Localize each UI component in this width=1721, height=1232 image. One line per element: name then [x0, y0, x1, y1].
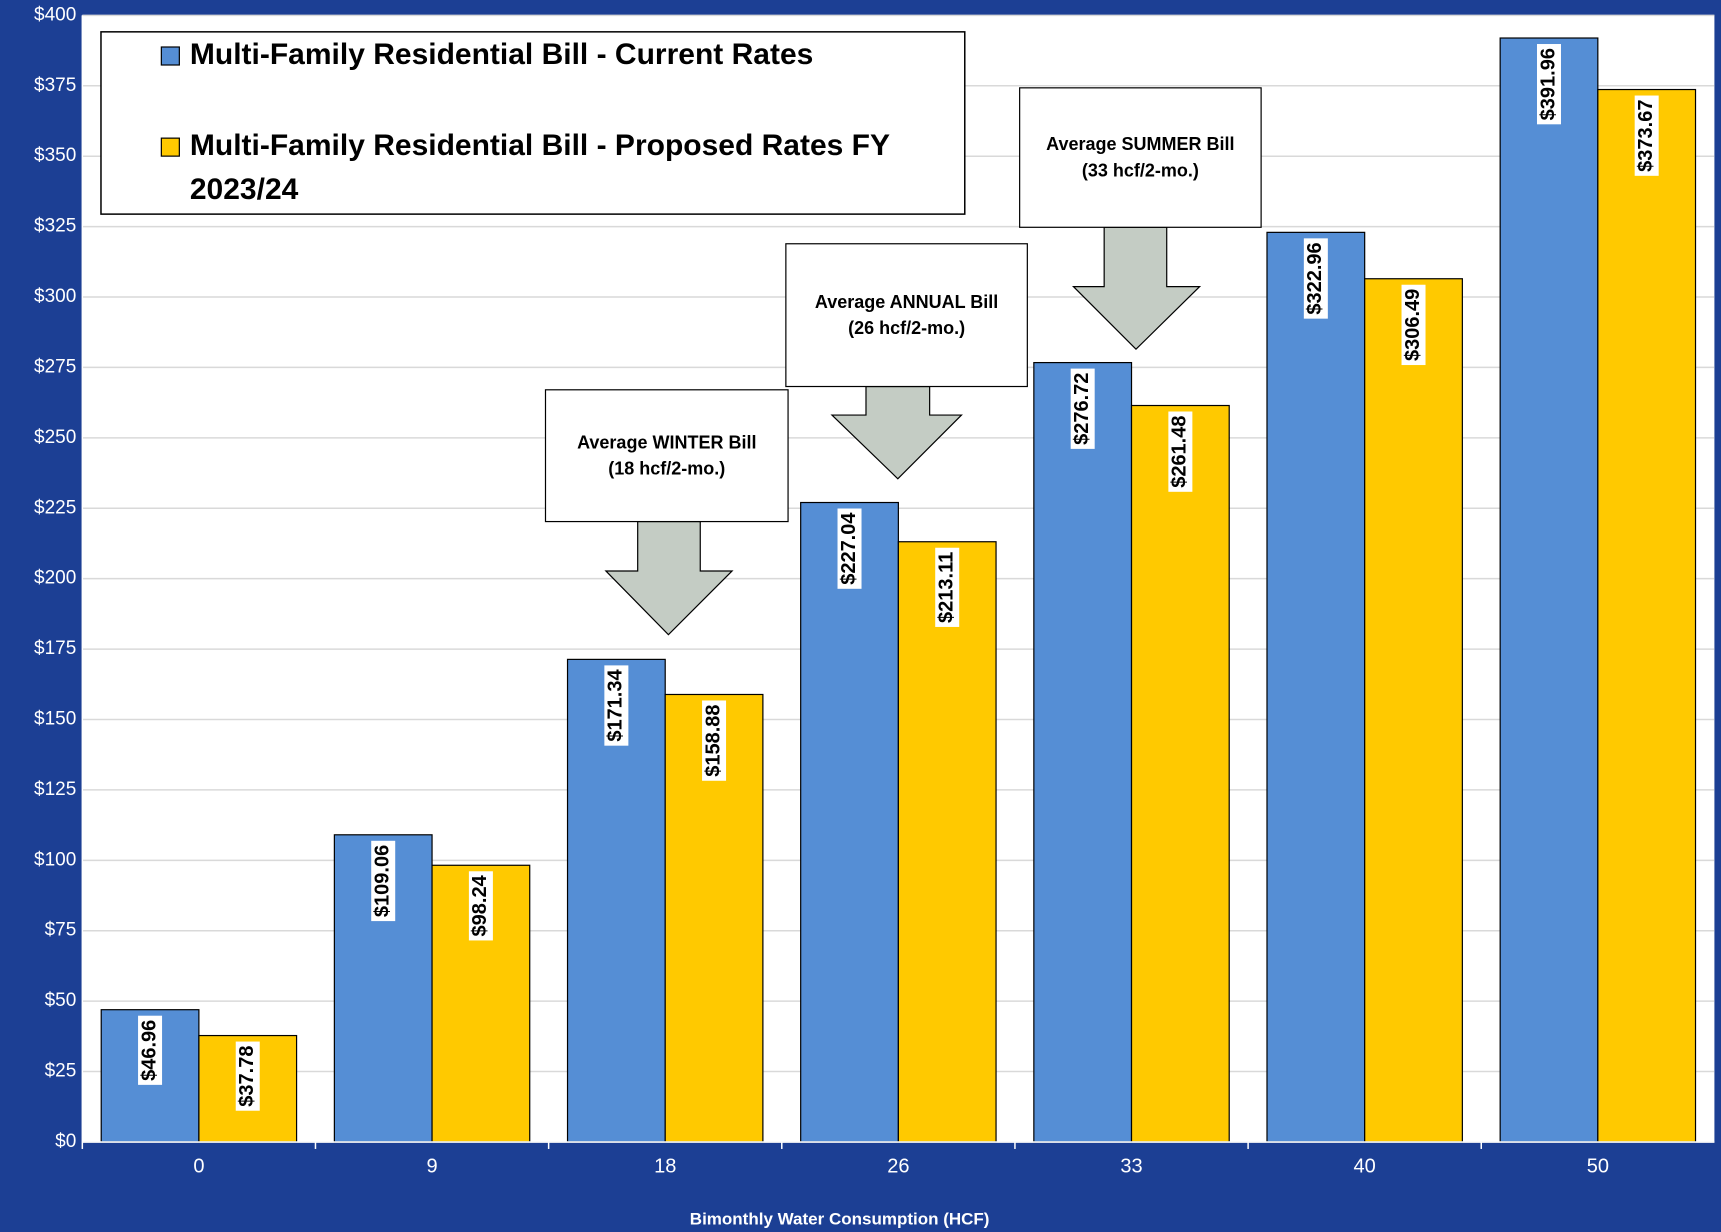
value-label-text: $227.04 — [838, 512, 860, 585]
x-tick-label: 50 — [1587, 1155, 1609, 1177]
y-tick-label: $400 — [34, 4, 76, 25]
value-label-text: $109.06 — [371, 845, 393, 917]
value-label-text: $37.78 — [236, 1046, 258, 1107]
y-tick-label: $0 — [55, 1131, 76, 1152]
value-label: $322.96 — [1303, 238, 1328, 319]
value-label: $109.06 — [371, 840, 396, 922]
value-label-box — [371, 840, 396, 922]
y-tick-label: $350 — [34, 145, 76, 166]
value-label: $46.96 — [138, 1015, 163, 1085]
y-tick-label: $325 — [34, 216, 76, 237]
y-tick-label: $75 — [45, 920, 77, 941]
value-label: $213.11 — [935, 547, 960, 627]
bar — [800, 501, 899, 1143]
y-tick-label: $200 — [34, 568, 76, 589]
y-tick-label: $275 — [34, 356, 76, 377]
legend-label: Multi-Family Residential Bill - Proposed… — [190, 129, 890, 206]
x-tick-label: 18 — [654, 1155, 676, 1177]
value-label-box — [837, 508, 862, 589]
callout-arrow — [604, 520, 734, 636]
y-tick-label: $125 — [34, 779, 76, 800]
legend-box — [100, 31, 966, 215]
value-label: $98.24 — [468, 871, 493, 941]
value-label-text: $276.72 — [1071, 373, 1093, 445]
x-axis-label: Bimonthly Water Consumption (HCF) — [690, 1209, 990, 1228]
bar — [1266, 231, 1366, 1143]
value-label-box — [235, 1041, 260, 1111]
y-tick-label: $175 — [34, 638, 76, 659]
y-tick-label: $25 — [45, 1061, 77, 1082]
y-tick-label: $150 — [34, 709, 76, 730]
value-label-text: $158.88 — [702, 704, 724, 776]
value-label-text: $306.49 — [1402, 289, 1424, 361]
value-label-box — [1070, 368, 1095, 449]
value-label-text: $171.34 — [605, 669, 627, 742]
value-label-box — [1168, 411, 1193, 492]
value-label: $261.48 — [1168, 411, 1193, 492]
callout-text: Average SUMMER Bill — [1046, 134, 1234, 154]
bar — [1033, 361, 1133, 1143]
value-label-box — [935, 547, 960, 627]
value-label: $37.78 — [235, 1041, 260, 1111]
y-tick-label: $375 — [34, 75, 76, 96]
callout-text: Average WINTER Bill — [577, 432, 756, 452]
value-label-box — [1303, 238, 1328, 319]
legend-swatch — [160, 46, 180, 66]
x-tick-label: 33 — [1120, 1155, 1142, 1177]
bar — [1130, 404, 1230, 1143]
value-label: $306.49 — [1401, 284, 1426, 366]
x-tick-label: 26 — [887, 1155, 909, 1177]
value-label-text: $98.24 — [469, 874, 491, 936]
value-label-text: $261.48 — [1169, 416, 1191, 488]
legend-label-line: 2023/24 — [190, 173, 299, 206]
callout-text: (26 hcf/2-mo.) — [848, 318, 965, 338]
callout-arrow — [830, 385, 963, 480]
value-label-text: $373.67 — [1635, 100, 1657, 172]
y-tick-label: $50 — [45, 990, 77, 1011]
y-tick-label: $225 — [34, 497, 76, 518]
value-label: $171.34 — [604, 665, 629, 746]
value-label-box — [468, 871, 493, 941]
bar — [897, 541, 997, 1143]
value-label-text: $213.11 — [935, 552, 957, 623]
x-tick-label: 9 — [426, 1155, 437, 1177]
value-label-text: $391.96 — [1537, 48, 1559, 120]
x-tick-label: 0 — [193, 1155, 204, 1177]
value-label-text: $322.96 — [1304, 242, 1326, 314]
value-label: $158.88 — [702, 700, 727, 781]
legend-label: Multi-Family Residential Bill - Current … — [190, 38, 813, 71]
y-tick-label: $300 — [34, 286, 76, 307]
y-tick-label: $100 — [34, 849, 76, 870]
callout-text: (33 hcf/2-mo.) — [1082, 161, 1199, 181]
legend-swatch — [160, 137, 180, 157]
legend-label-line: Multi-Family Residential Bill - Proposed… — [190, 129, 890, 162]
value-label-box — [1536, 44, 1561, 125]
callout-text: (18 hcf/2-mo.) — [608, 459, 725, 479]
value-label-box — [702, 700, 727, 781]
value-label: $276.72 — [1070, 368, 1095, 449]
y-tick-label: $250 — [34, 427, 76, 448]
value-label: $373.67 — [1634, 95, 1659, 176]
value-label: $391.96 — [1536, 44, 1561, 125]
value-label-text: $46.96 — [138, 1020, 160, 1081]
callout-arrow — [1071, 226, 1202, 351]
callout-box — [785, 243, 1028, 388]
value-label-box — [604, 665, 629, 746]
bar — [1499, 37, 1599, 1143]
value-label-box — [1634, 95, 1659, 176]
bar — [1364, 278, 1463, 1143]
callout-box — [544, 389, 789, 523]
bar — [1597, 88, 1697, 1143]
x-tick-label: 40 — [1354, 1155, 1376, 1177]
callout-text: Average ANNUAL Bill — [815, 292, 998, 312]
value-label-box — [1401, 284, 1426, 366]
value-label: $227.04 — [837, 508, 862, 589]
value-label-box — [138, 1015, 163, 1085]
callout-box — [1019, 87, 1262, 228]
